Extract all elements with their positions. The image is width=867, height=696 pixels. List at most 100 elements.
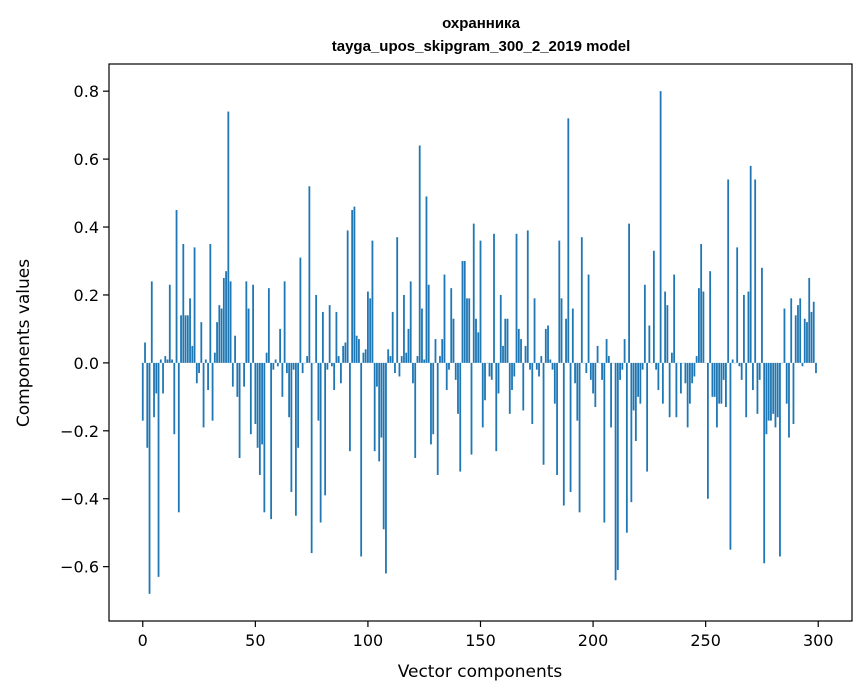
bar-138 — [452, 318, 455, 363]
bar-89 — [342, 345, 345, 363]
bar-231 — [661, 362, 664, 404]
bar-299 — [815, 362, 817, 374]
bar-136 — [448, 362, 450, 370]
bar-296 — [808, 277, 811, 363]
bar-242 — [686, 362, 689, 428]
bar-268 — [745, 362, 748, 418]
bar-255 — [716, 362, 718, 428]
bar-66 — [290, 362, 293, 492]
bar-104 — [376, 362, 378, 387]
bar-148 — [475, 318, 477, 363]
bar-62 — [281, 362, 284, 397]
bar-233 — [666, 305, 669, 363]
bar-178 — [542, 362, 545, 465]
bar-20 — [186, 315, 189, 363]
bar-155 — [490, 362, 493, 380]
bar-42 — [236, 362, 239, 397]
chart-subtitle: tayga_upos_skipgram_300_2_2019 model — [332, 38, 631, 55]
bar-46 — [245, 281, 248, 363]
bar-173 — [531, 362, 534, 425]
bar-159 — [499, 294, 502, 363]
bar-30 — [209, 244, 212, 363]
bar-182 — [551, 362, 554, 370]
bar-215 — [625, 362, 628, 533]
bar-281 — [774, 362, 777, 428]
bar-179 — [544, 328, 547, 363]
bar-293 — [801, 362, 804, 367]
bar-290 — [794, 315, 797, 363]
bar-180 — [547, 325, 549, 363]
bar-80 — [321, 311, 324, 363]
bar-67 — [292, 362, 295, 370]
bar-187 — [562, 362, 565, 506]
bar-219 — [634, 362, 637, 441]
bar-24 — [195, 362, 198, 384]
bar-40 — [231, 362, 234, 387]
bar-260 — [727, 179, 730, 363]
bar-60 — [276, 362, 279, 367]
bar-111 — [391, 311, 394, 363]
bar-192 — [574, 362, 576, 384]
bar-259 — [725, 362, 727, 408]
bar-273 — [756, 362, 759, 414]
bar-8 — [159, 359, 162, 363]
bar-51 — [256, 362, 259, 448]
bar-53 — [261, 362, 263, 445]
bar-267 — [743, 294, 745, 363]
bar-121 — [414, 362, 417, 458]
bar-245 — [693, 362, 696, 377]
bar-276 — [763, 362, 766, 564]
bar-251 — [707, 362, 709, 499]
bar-211 — [616, 362, 619, 571]
bar-278 — [767, 362, 770, 421]
bar-292 — [799, 298, 802, 363]
bar-228 — [655, 362, 658, 370]
bar-188 — [565, 318, 567, 363]
bar-289 — [792, 362, 795, 425]
bar-47 — [247, 308, 250, 363]
bar-144 — [466, 298, 468, 363]
bar-189 — [567, 118, 570, 363]
bar-15 — [175, 210, 178, 363]
bar-127 — [427, 284, 430, 363]
bar-220 — [637, 362, 640, 397]
bar-10 — [164, 356, 167, 363]
bar-84 — [331, 362, 333, 367]
bar-90 — [344, 342, 347, 363]
bar-246 — [695, 356, 698, 363]
bar-167 — [517, 328, 520, 363]
y-tick-label: −0.4 — [60, 490, 99, 509]
x-tick-label: 200 — [578, 631, 609, 650]
bar-35 — [220, 308, 223, 363]
bar-28 — [204, 359, 207, 363]
bar-25 — [198, 362, 200, 374]
bar-200 — [592, 362, 594, 394]
bar-249 — [702, 291, 705, 363]
bar-101 — [369, 298, 372, 363]
bar-112 — [394, 362, 396, 374]
bar-206 — [605, 339, 608, 363]
bar-185 — [558, 240, 561, 363]
bar-70 — [299, 257, 302, 363]
bar-82 — [326, 362, 329, 370]
bar-119 — [409, 281, 412, 363]
bar-50 — [254, 362, 257, 425]
bar-68 — [294, 362, 297, 516]
bar-100 — [367, 291, 369, 363]
bar-152 — [484, 362, 486, 401]
bar-275 — [761, 267, 763, 363]
bar-286 — [785, 362, 788, 404]
bar-92 — [349, 362, 351, 452]
bar-74 — [308, 186, 311, 363]
bar-139 — [454, 362, 457, 380]
bar-93 — [351, 210, 354, 363]
y-tick-label: −0.2 — [60, 422, 99, 441]
bar-37 — [225, 271, 227, 363]
bar-157 — [495, 362, 498, 452]
bar-163 — [508, 362, 511, 414]
bar-16 — [177, 362, 180, 513]
bar-193 — [576, 362, 579, 421]
bar-244 — [691, 362, 694, 384]
bar-96 — [358, 339, 360, 363]
y-axis-ticks: −0.6 −0.4 −0.2 0.0 0.2 0.4 0.6 0.8 — [60, 82, 109, 577]
